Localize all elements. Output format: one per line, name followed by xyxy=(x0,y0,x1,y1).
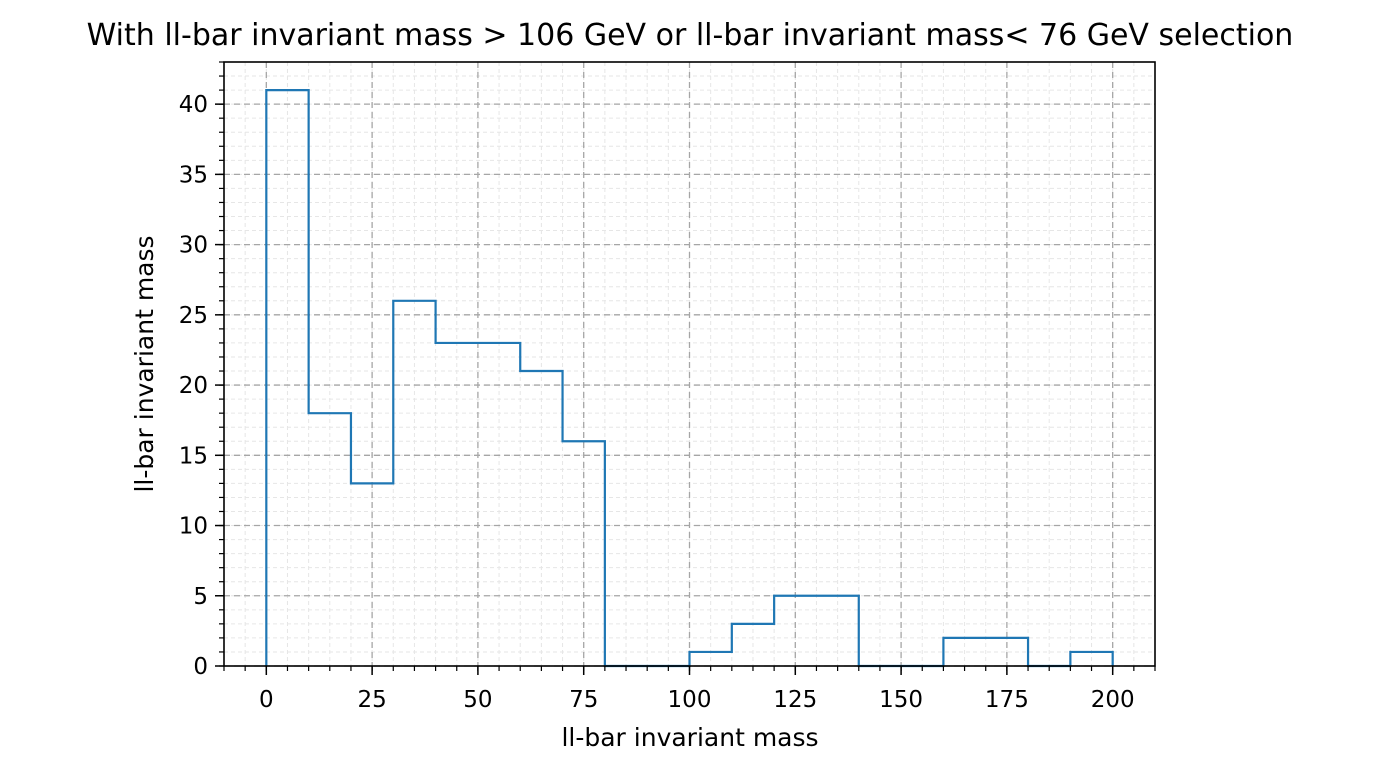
chart-title: With ll-bar invariant mass > 106 GeV or … xyxy=(87,18,1294,53)
y-tick-label: 40 xyxy=(179,92,208,118)
y-tick-label: 5 xyxy=(193,584,208,610)
y-tick-label: 25 xyxy=(179,303,208,329)
x-tick-label: 200 xyxy=(1091,687,1135,713)
y-tick-label: 15 xyxy=(179,443,208,469)
axis-ticks xyxy=(215,61,1156,675)
y-tick-label: 35 xyxy=(179,162,208,188)
x-tick-label: 100 xyxy=(668,687,712,713)
x-tick-labels: 0 25 50 75 100 125 150 175 200 xyxy=(259,687,1135,713)
x-axis-label: ll-bar invariant mass xyxy=(561,723,818,752)
major-grid xyxy=(224,62,1155,667)
y-tick-label: 10 xyxy=(179,514,208,540)
x-tick-label: 175 xyxy=(985,687,1029,713)
y-axis-label: ll-bar invariant mass xyxy=(130,235,159,492)
x-tick-label: 150 xyxy=(879,687,923,713)
y-tick-label: 20 xyxy=(179,373,208,399)
x-tick-label: 0 xyxy=(259,687,274,713)
y-tick-label: 0 xyxy=(193,654,208,680)
y-tick-labels: 0 5 10 15 20 25 30 35 40 xyxy=(179,92,208,680)
x-tick-label: 125 xyxy=(773,687,817,713)
y-tick-label: 30 xyxy=(179,233,208,259)
x-tick-label: 50 xyxy=(463,687,492,713)
x-tick-label: 25 xyxy=(357,687,386,713)
x-tick-label: 75 xyxy=(569,687,598,713)
